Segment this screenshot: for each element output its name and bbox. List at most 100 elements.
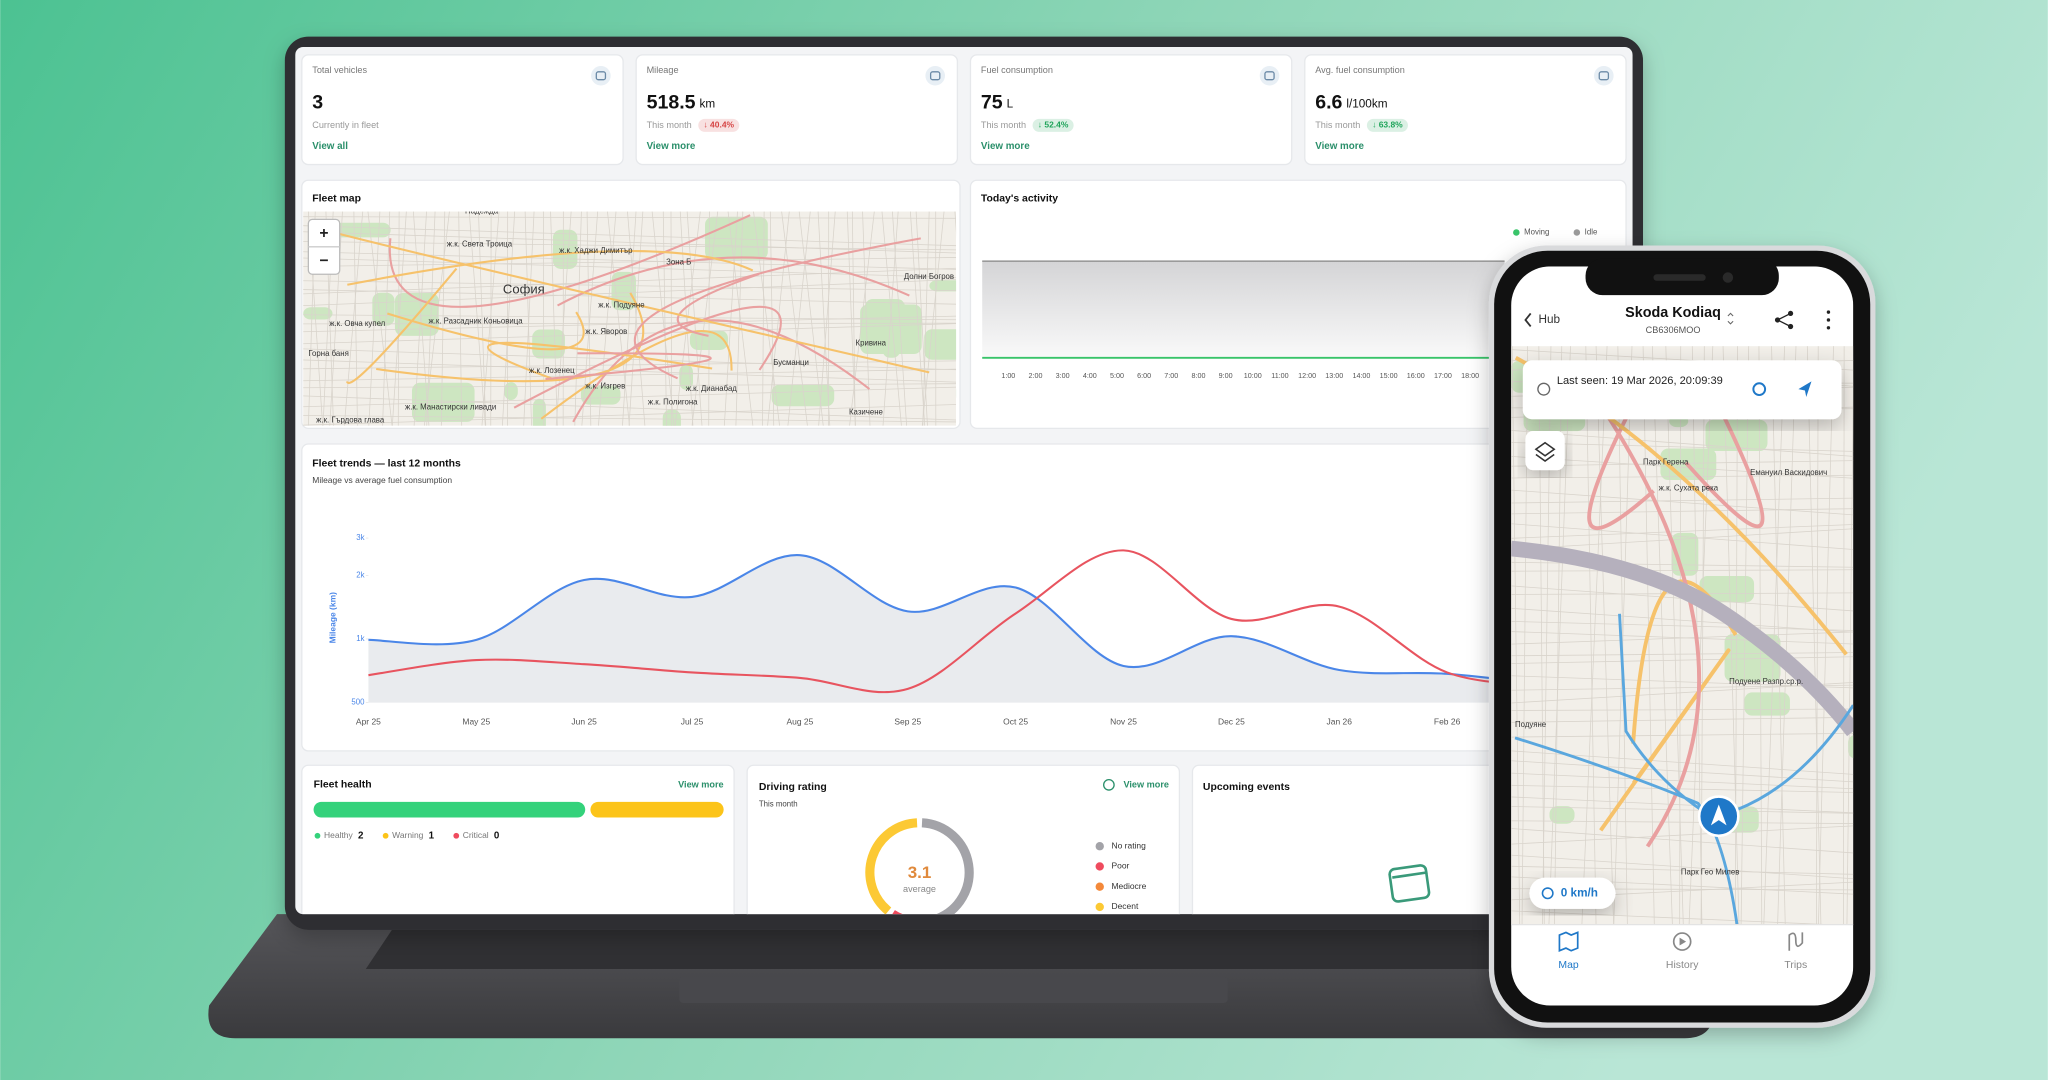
map-street — [1511, 442, 1854, 452]
map-street — [679, 211, 694, 426]
kpi-link[interactable]: View more — [647, 141, 696, 152]
map-street — [1511, 631, 1854, 645]
legend-dot — [453, 832, 460, 839]
navigate-icon[interactable] — [1798, 381, 1812, 398]
back-label[interactable]: Hub — [1539, 313, 1561, 326]
card-link[interactable]: View more — [678, 779, 723, 789]
map-street — [303, 360, 957, 370]
keyboard — [365, 929, 1555, 969]
map-street — [1511, 732, 1854, 738]
legend-label: Moving — [1524, 228, 1549, 237]
map-street — [440, 211, 446, 426]
nav-label[interactable]: History — [1666, 960, 1699, 971]
map-street — [367, 211, 393, 426]
map-street — [501, 211, 516, 426]
kpi-link[interactable]: View all — [312, 141, 348, 152]
hour-label: 4:00 — [1083, 372, 1097, 380]
kpi-value: 6.6 — [1315, 91, 1342, 113]
nav-label[interactable]: Trips — [1784, 960, 1807, 971]
map-road — [676, 273, 760, 337]
kpi-link[interactable]: View more — [981, 141, 1030, 152]
x-tick-label: Nov 25 — [1110, 716, 1137, 726]
map-street — [1511, 910, 1854, 925]
nav-icon[interactable] — [1672, 932, 1692, 951]
map-street — [1651, 346, 1673, 925]
map-street — [1511, 760, 1854, 783]
map-street — [303, 216, 957, 219]
map-street — [1511, 825, 1854, 845]
map-street — [1511, 796, 1854, 814]
legend-dot — [1513, 229, 1520, 236]
nav-icon[interactable] — [1788, 932, 1804, 951]
map-street — [1511, 682, 1854, 704]
map-street — [1688, 346, 1714, 925]
map-street — [1511, 508, 1854, 515]
hour-label: 5:00 — [1110, 372, 1124, 380]
x-tick-label: Jun 25 — [571, 716, 597, 726]
locate-icon[interactable] — [1752, 382, 1767, 397]
legend-label: Idle — [1585, 228, 1598, 237]
trackpad — [679, 976, 1228, 1003]
speed: 0 km/h — [1561, 886, 1598, 899]
nav-label[interactable]: Map — [1558, 960, 1578, 971]
map-street — [303, 231, 957, 254]
card-title: Driving rating — [759, 782, 827, 793]
map-street — [1722, 346, 1740, 925]
kpi-icon — [925, 65, 945, 86]
map-street — [662, 211, 667, 426]
kpi-sub: Currently in fleet — [312, 120, 379, 130]
back-icon[interactable] — [1524, 312, 1532, 328]
map-park — [504, 382, 518, 401]
kpi-link[interactable]: View more — [1315, 141, 1364, 152]
map-street — [1511, 607, 1854, 633]
map-street — [303, 225, 957, 247]
card-link[interactable]: View more — [1123, 779, 1168, 789]
map-street — [303, 315, 957, 333]
y-axis-label: Mileage (km) — [327, 592, 337, 643]
zoom-button[interactable]: − — [319, 252, 328, 269]
rating-arc — [921, 818, 974, 915]
map-street — [1700, 346, 1705, 925]
fleet-map: Надежда ж.к. Света Троица ж.к. Хаджи Димит… — [303, 211, 957, 426]
map-road — [345, 267, 458, 384]
map-park — [532, 398, 546, 426]
map-park — [860, 304, 922, 355]
legend-dot — [1095, 882, 1104, 891]
layers-button[interactable] — [1525, 430, 1565, 471]
map-label: Подуене Разпр.ср.р. — [1729, 677, 1803, 686]
kpi-card — [1304, 54, 1627, 166]
map-street — [1843, 346, 1845, 925]
speed-icon — [1541, 887, 1554, 900]
health-bar — [590, 801, 724, 818]
map-street — [1511, 456, 1854, 479]
map-label: ж.к. Полигона — [648, 397, 698, 406]
map-street — [303, 323, 957, 345]
legend-label: Mediocre — [1111, 881, 1146, 891]
map-street — [481, 211, 500, 426]
kpi-value: 3 — [312, 91, 323, 113]
map-road — [540, 329, 733, 420]
map-street — [329, 211, 343, 426]
y-tick-label: 1k — [356, 634, 364, 643]
kpi-change: ↓ 52.4% — [1038, 120, 1069, 130]
speed-pill — [1529, 877, 1616, 909]
kpi-icon-glyph — [929, 71, 941, 81]
vehicle-plate: CB6306MOO — [1646, 325, 1701, 335]
map-street — [303, 386, 957, 408]
share-icon[interactable] — [1774, 310, 1794, 330]
map-street — [1806, 346, 1822, 925]
map-label: Горна баня — [308, 349, 349, 358]
legend-label: Warning — [392, 830, 424, 840]
hour-label: 2:00 — [1029, 372, 1043, 380]
series-line — [368, 549, 1556, 694]
chevron-icon[interactable] — [1727, 312, 1734, 325]
map-street — [458, 211, 463, 426]
map-park — [924, 329, 957, 360]
nav-icon[interactable] — [1558, 931, 1579, 952]
kpi-icon-glyph — [595, 71, 607, 81]
map-street — [1511, 806, 1854, 814]
y-tick-label: 500 — [351, 698, 365, 707]
map-label: Емануил Васкидович — [1750, 468, 1827, 477]
map-road — [1599, 648, 1731, 832]
zoom-button[interactable]: + — [319, 225, 328, 242]
